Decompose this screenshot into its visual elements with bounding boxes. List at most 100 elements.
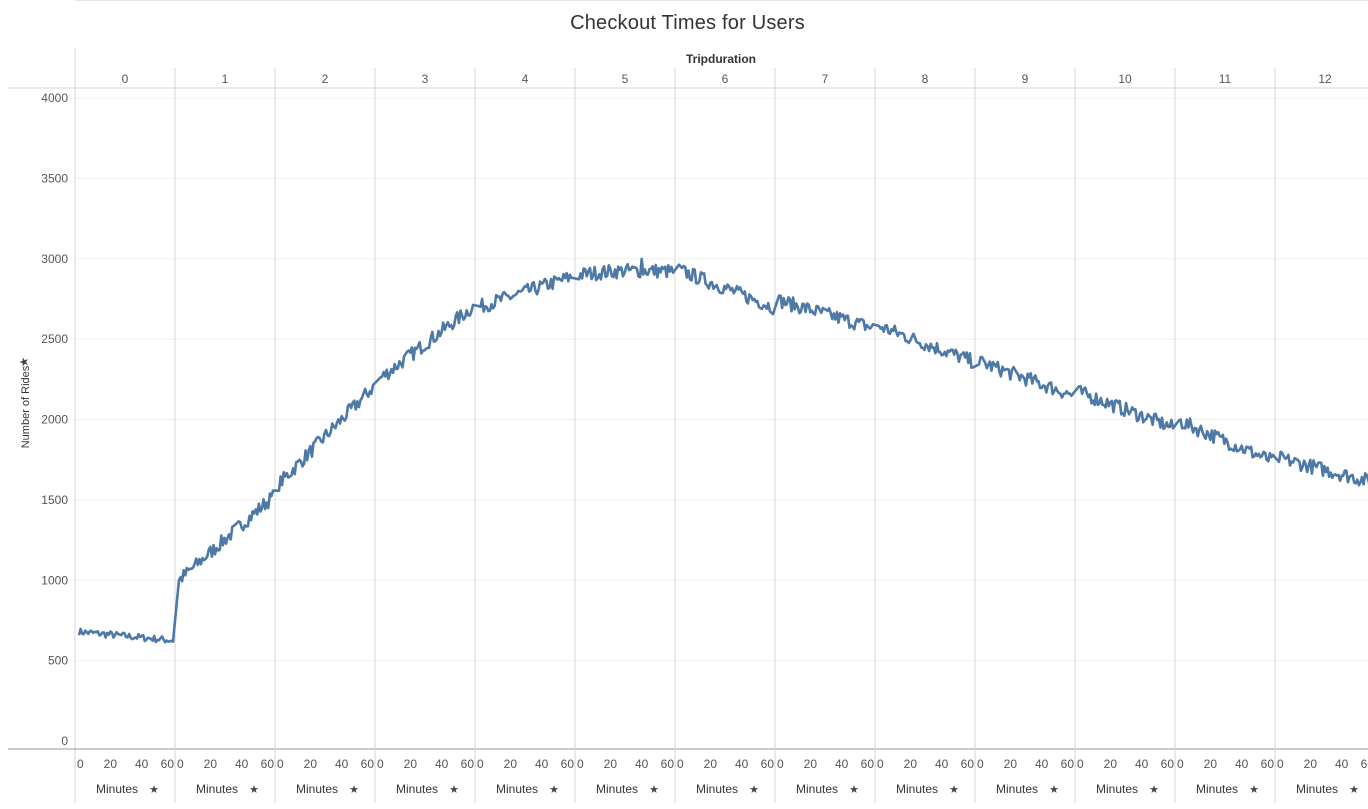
x-tick-label: 20 <box>804 757 818 771</box>
x-tick-label: 40 <box>1135 757 1149 771</box>
y-tick-label: 3500 <box>41 171 68 185</box>
frame-layer <box>8 0 1368 803</box>
pin-icon[interactable]: ★ <box>549 784 559 796</box>
x-tick-label: 20 <box>1004 757 1018 771</box>
pin-icon[interactable]: ★ <box>949 784 959 796</box>
chart-title: Checkout Times for Users <box>570 12 805 34</box>
x-tick-label: 40 <box>135 757 149 771</box>
y-tick-label: 2500 <box>41 332 68 346</box>
x-tick-label: 40 <box>435 757 449 771</box>
y-axis-label: Number of Rides <box>20 365 32 448</box>
x-axis-label: Minutes <box>696 782 738 796</box>
panel-header-label: 0 <box>122 72 129 86</box>
x-tick-label: 20 <box>704 757 718 771</box>
y-tick-label: 4000 <box>41 91 68 105</box>
x-tick-label: 0 <box>877 757 884 771</box>
panel-header-label: 7 <box>822 72 829 86</box>
x-tick-label: 0 <box>377 757 384 771</box>
x-tick-label: 20 <box>1104 757 1118 771</box>
x-tick-label: 20 <box>1204 757 1218 771</box>
y-tick-label: 1500 <box>41 493 68 507</box>
x-tick-label: 0 <box>1177 757 1184 771</box>
x-tick-label: 40 <box>735 757 749 771</box>
x-tick-label: 0 <box>977 757 984 771</box>
pin-icon[interactable]: ★ <box>249 784 259 796</box>
x-tick-label: 0 <box>277 757 284 771</box>
x-axis-label: Minutes <box>796 782 838 796</box>
pin-icon[interactable]: ★ <box>1149 784 1159 796</box>
line-layer <box>77 257 1368 644</box>
x-axis-label: Minutes <box>896 782 938 796</box>
x-tick-label: 60 <box>1161 757 1175 771</box>
x-tick-label: 20 <box>204 757 218 771</box>
panel-header-label: 4 <box>522 72 529 86</box>
pin-icon[interactable]: ★ <box>149 784 159 796</box>
x-axis-label: Minutes <box>1096 782 1138 796</box>
pin-icon[interactable]: ★ <box>849 784 859 796</box>
x-tick-label: 40 <box>1035 757 1049 771</box>
x-tick-label: 60 <box>661 757 675 771</box>
x-tick-label: 20 <box>404 757 418 771</box>
x-tick-label: 60 <box>1361 757 1368 771</box>
x-tick-label: 0 <box>177 757 184 771</box>
x-axis-label: Minutes <box>296 782 338 796</box>
x-tick-label: 0 <box>577 757 584 771</box>
x-axis-label: Minutes <box>596 782 638 796</box>
panel-header-label: 11 <box>1219 72 1232 86</box>
x-tick-label: 40 <box>1235 757 1249 771</box>
pin-icon[interactable]: ★ <box>1249 784 1259 796</box>
x-axis-label: Minutes <box>396 782 438 796</box>
panel-header-label: 5 <box>622 72 629 86</box>
x-tick-label: 0 <box>77 757 84 771</box>
x-axis-label: Minutes <box>96 782 138 796</box>
pin-icon[interactable]: ★ <box>449 784 459 796</box>
x-tick-label: 60 <box>161 757 175 771</box>
y-tick-label: 1000 <box>41 573 68 587</box>
pin-icon[interactable]: ★ <box>1049 784 1059 796</box>
x-tick-label: 60 <box>461 757 475 771</box>
x-tick-label: 20 <box>604 757 618 771</box>
x-tick-label: 40 <box>235 757 249 771</box>
x-tick-label: 0 <box>777 757 784 771</box>
y-tick-label: 3000 <box>41 252 68 266</box>
x-tick-label: 0 <box>1077 757 1084 771</box>
y-tick-label: 2000 <box>41 413 68 427</box>
panel-header-label: 9 <box>1022 72 1029 86</box>
x-axis-label: Minutes <box>1196 782 1238 796</box>
x-axis-label: Minutes <box>1296 782 1338 796</box>
column-header-label: Tripduration <box>686 52 756 66</box>
x-tick-label: 60 <box>861 757 875 771</box>
x-tick-label: 40 <box>835 757 849 771</box>
x-tick-label: 0 <box>477 757 484 771</box>
panel-header-label: 10 <box>1118 72 1132 86</box>
pin-icon[interactable]: ★ <box>649 784 659 796</box>
x-tick-label: 60 <box>961 757 975 771</box>
x-tick-label: 20 <box>104 757 118 771</box>
x-tick-label: 40 <box>1335 757 1349 771</box>
panel-header-label: 3 <box>422 72 429 86</box>
x-tick-label: 60 <box>561 757 575 771</box>
x-tick-label: 40 <box>335 757 349 771</box>
x-tick-label: 20 <box>904 757 918 771</box>
y-tick-label: 500 <box>48 654 68 668</box>
x-tick-label: 60 <box>261 757 275 771</box>
pin-icon[interactable]: ★ <box>1349 784 1359 796</box>
x-tick-label: 20 <box>504 757 518 771</box>
x-tick-label: 20 <box>1304 757 1318 771</box>
y-tick-label: 0 <box>61 734 68 748</box>
x-tick-label: 40 <box>635 757 649 771</box>
x-tick-label: 0 <box>1277 757 1284 771</box>
series-line <box>77 257 1368 644</box>
x-tick-label: 40 <box>935 757 949 771</box>
pin-icon[interactable]: ★ <box>17 357 31 368</box>
pin-icon[interactable]: ★ <box>749 784 759 796</box>
x-tick-label: 60 <box>1061 757 1075 771</box>
panel-header-label: 1 <box>222 72 229 86</box>
pin-icon[interactable]: ★ <box>349 784 359 796</box>
panel-header-label: 2 <box>322 72 329 86</box>
x-tick-label: 60 <box>1261 757 1275 771</box>
panel-header-label: 12 <box>1318 72 1332 86</box>
x-axis-label: Minutes <box>196 782 238 796</box>
